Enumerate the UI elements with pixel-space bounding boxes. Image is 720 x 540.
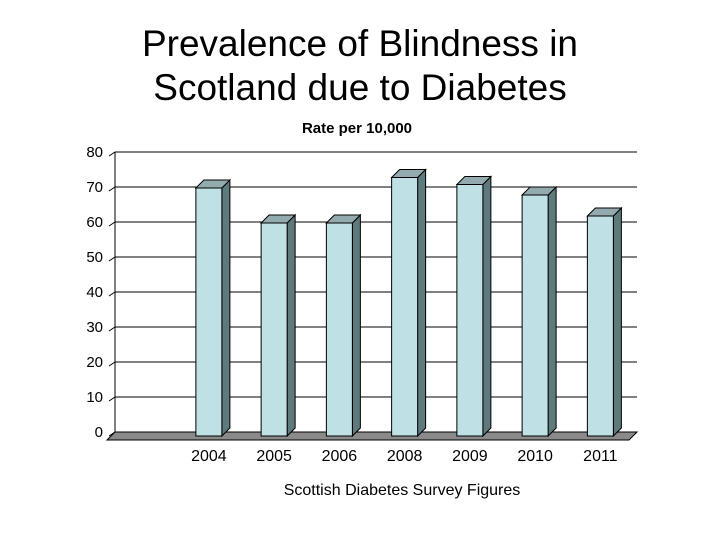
bar-front [521,194,549,437]
x-tick-labels: 2004 2005 2006 2008 2009 2010 2011 [191,448,618,465]
y-tick-label: 10 [86,389,103,406]
y-tick-label: 50 [86,249,103,266]
bar [390,168,427,438]
y-tick-mark [108,361,116,367]
bar-side [286,213,296,438]
y-tick-mark [108,221,116,227]
y-tick-label: 30 [86,319,103,336]
gridlines [108,151,637,437]
y-tick-mark [108,291,116,297]
bar-side [351,213,361,438]
bar [259,213,297,438]
bar-front [586,215,614,437]
y-tick-mark [108,326,116,332]
y-tick-label: 70 [86,179,103,196]
bar-side [612,206,622,438]
x-tick-label: 2009 [452,448,488,465]
bar-front [456,184,484,437]
x-tick-label: 2008 [387,448,423,465]
bar [325,213,362,438]
bar-front [195,187,223,437]
bar [586,206,623,438]
bar [520,185,558,438]
y-tick-labels: 0 10 20 30 40 50 60 70 80 [86,144,103,441]
bar [194,178,232,438]
bar-side [417,168,427,438]
chart-title-line-1: Prevalence of Blindness in [141,23,579,64]
x-tick-label: 2005 [256,448,292,465]
bar-side [482,175,492,438]
x-axis-label: Scottish Diabetes Survey Figures [284,482,521,499]
y-tick-label: 40 [86,284,103,301]
chart-title: Prevalence of Blindness in Scotland due … [0,22,720,110]
bar [455,175,493,438]
x-tick-label: 2011 [583,448,618,465]
y-tick-mark [108,396,116,402]
chart-floor [105,431,639,441]
chart-title-line-2: Scotland due to Diabetes [153,67,567,108]
chart-subtitle: Rate per 10,000 [302,120,412,137]
y-tick-label: 80 [86,144,103,161]
y-tick-label: 0 [95,424,103,441]
y-tick-label: 20 [86,354,103,371]
x-tick-label: 2006 [322,448,358,465]
x-tick-label: 2010 [517,448,553,465]
bar-side [221,178,231,438]
bar-side [547,185,557,438]
y-tick-mark [108,151,116,157]
bar-front [260,222,288,437]
y-tick-mark [108,186,116,192]
bar-front [391,177,419,437]
x-tick-label: 2004 [191,448,227,465]
bars [194,168,623,438]
y-tick-label: 60 [86,214,103,231]
bar-front [325,222,353,437]
y-tick-mark [108,256,116,262]
